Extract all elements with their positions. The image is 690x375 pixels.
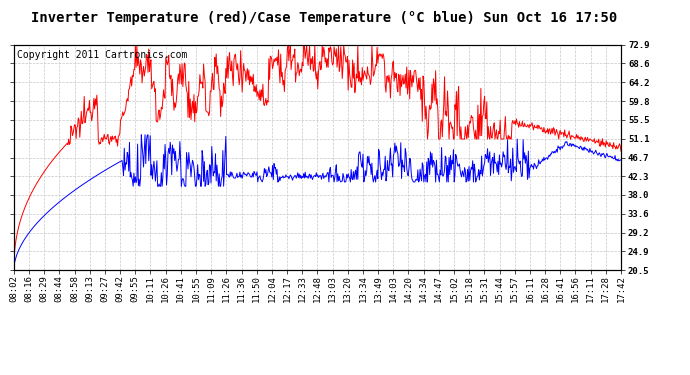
Text: Inverter Temperature (red)/Case Temperature (°C blue) Sun Oct 16 17:50: Inverter Temperature (red)/Case Temperat… xyxy=(31,11,618,25)
Text: Copyright 2011 Cartronics.com: Copyright 2011 Cartronics.com xyxy=(17,50,187,60)
